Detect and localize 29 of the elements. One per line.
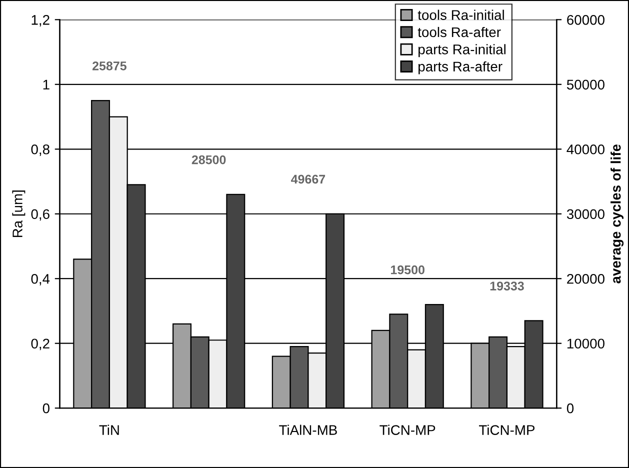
legend-label: parts Ra-initial — [418, 44, 506, 58]
y2-tick-label: 0 — [566, 403, 574, 414]
y-tick-label: 0,8 — [31, 144, 50, 156]
y2-tick-label: 20000 — [567, 274, 604, 284]
y-tick-label: 0 — [42, 403, 50, 414]
y2-tick-label: 30000 — [566, 209, 604, 220]
y2-tick-label: 50000 — [566, 80, 604, 90]
annotation: 49667 — [291, 174, 326, 184]
y-axis-title: Ra [um] — [12, 190, 26, 238]
y-tick-label: 0,4 — [31, 274, 50, 286]
legend-label: tools Ra-after — [418, 26, 501, 38]
y2-tick-label: 40000 — [566, 144, 604, 154]
y-tick-label: 1,2 — [32, 14, 50, 26]
x-tick-label: TiCN-MP — [479, 424, 535, 435]
y2-tick-label: 10000 — [567, 338, 604, 349]
legend-label: parts Ra-after — [418, 61, 502, 74]
annotation: 19333 — [490, 282, 524, 290]
x-tick-label: TiCN-MP — [380, 424, 436, 435]
y-tick-label: 0,6 — [31, 209, 50, 221]
annotation: 25875 — [92, 61, 126, 70]
x-tick-label: TiN — [99, 424, 119, 435]
annotation: 28500 — [192, 155, 226, 164]
x-tick-label: TiAlN-MB — [279, 424, 337, 435]
y2-axis-title: average cycles of life — [610, 144, 624, 284]
y-tick-label: 0,2 — [31, 338, 50, 350]
annotation: 19500 — [391, 265, 424, 274]
legend-label: tools Ra-initial — [418, 10, 504, 20]
y-tick-label: 1 — [43, 80, 50, 90]
y2-tick-label: 60000 — [567, 14, 604, 25]
